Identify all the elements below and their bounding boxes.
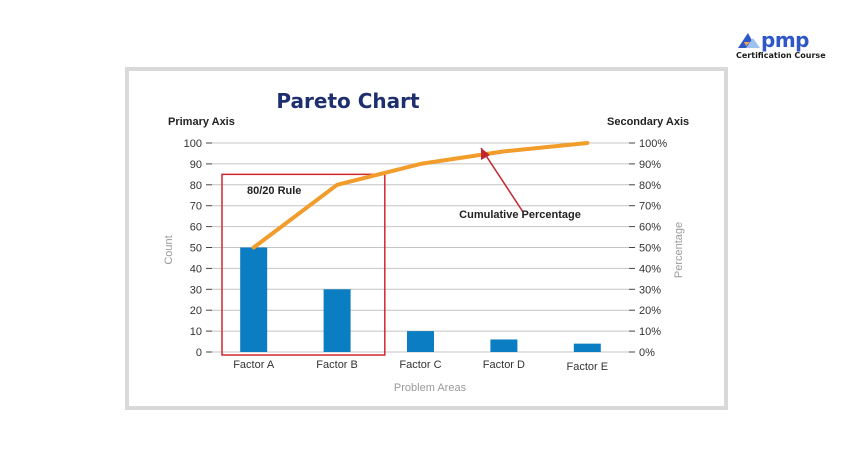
annotation-arrow xyxy=(480,147,524,213)
y2-tick-label: 60% xyxy=(639,222,661,234)
line-point xyxy=(335,183,339,187)
y2-axis-label: Percentage xyxy=(673,222,685,278)
y-tick-label: 50 xyxy=(190,243,202,255)
line-point xyxy=(585,141,589,145)
x-tick-label: Factor A xyxy=(233,359,275,371)
y2-tick-label: 70% xyxy=(639,201,661,213)
y-tick-label: 30 xyxy=(190,284,202,296)
x-tick-label: Factor E xyxy=(567,361,609,373)
logo-tagline: Certification Course xyxy=(736,51,826,60)
line-point xyxy=(419,162,422,166)
y-tick-label: 10 xyxy=(190,326,202,338)
annotation-arrowhead xyxy=(481,148,490,160)
chart-panel: Pareto Chart Primary Axis Secondary Axis… xyxy=(129,71,724,406)
cumulative-annotation: Cumulative Percentage xyxy=(459,209,581,221)
y-tick-label: 80 xyxy=(190,180,202,192)
x-tick-label: Factor C xyxy=(399,359,441,371)
x-tick-label: Factor D xyxy=(483,359,525,371)
bar xyxy=(573,343,601,352)
bar xyxy=(240,247,268,352)
logo-mountain-icon xyxy=(738,33,760,48)
y-axis-label: Count xyxy=(163,235,175,264)
y2-tick-label: 30% xyxy=(639,284,661,296)
y2-tick-label: 40% xyxy=(639,263,661,275)
y2-tick-label: 50% xyxy=(639,243,661,255)
chart-title: Pareto Chart xyxy=(276,89,420,113)
y-tick-label: 100 xyxy=(184,138,202,150)
y-tick-label: 70 xyxy=(190,201,202,213)
bar xyxy=(490,339,518,352)
logo-wordmark: pmp xyxy=(761,28,809,52)
y2-tick-label: 20% xyxy=(639,305,661,317)
line-point xyxy=(502,149,506,153)
y2-tick-label: 90% xyxy=(639,159,661,171)
secondary-axis-title: Secondary Axis xyxy=(607,116,689,128)
y2-tick-label: 100% xyxy=(639,138,667,150)
y2-tick-label: 0% xyxy=(639,347,655,359)
y-tick-label: 20 xyxy=(190,305,202,317)
y-tick-label: 0 xyxy=(196,347,202,359)
primary-axis-title: Primary Axis xyxy=(168,116,235,128)
chart-frame: Pareto Chart Primary Axis Secondary Axis… xyxy=(125,67,728,410)
bar xyxy=(407,331,434,352)
y-tick-label: 90 xyxy=(190,159,202,171)
cumulative-line xyxy=(251,141,590,250)
pareto-chart: Pareto Chart Primary Axis Secondary Axis… xyxy=(163,89,689,394)
y2-tick-label: 10% xyxy=(639,326,661,338)
y-tick-label: 60 xyxy=(190,222,202,234)
line-point xyxy=(252,246,256,249)
y-tick-label: 40 xyxy=(190,263,202,275)
rule-annotation: 80/20 Rule xyxy=(247,185,301,197)
x-tick-label: Factor B xyxy=(316,359,358,371)
pareto-80-20-box xyxy=(221,173,386,356)
x-axis-label: Problem Areas xyxy=(394,382,467,394)
y2-tick-label: 80% xyxy=(639,180,661,192)
bar xyxy=(323,289,351,352)
pmp-logo: pmp Certification Course xyxy=(733,28,833,64)
